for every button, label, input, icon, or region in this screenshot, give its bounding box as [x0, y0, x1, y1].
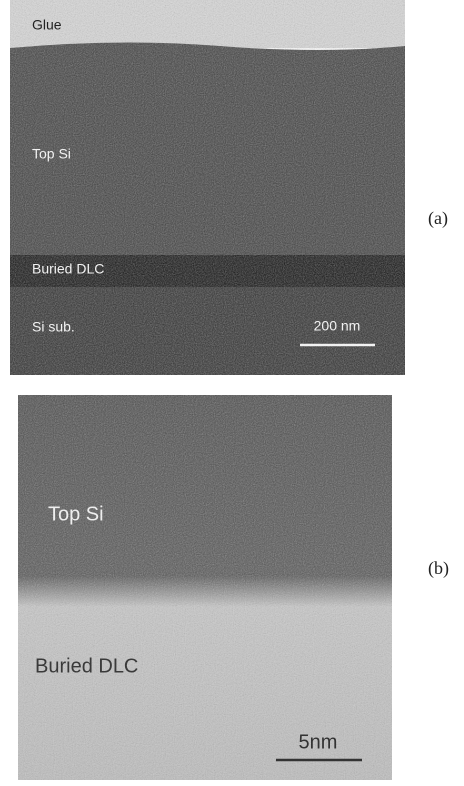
noise — [18, 395, 392, 780]
layer-label: Top Si — [32, 146, 71, 162]
layer-label: Buried DLC — [35, 655, 138, 677]
layer-label: Buried DLC — [32, 261, 104, 277]
scale-bar-label: 5nm — [299, 731, 338, 753]
layer-label: Si sub. — [32, 319, 75, 335]
panel-label: (b) — [428, 558, 449, 579]
layer-label: Glue — [32, 17, 62, 33]
panel-a: Glue Top Si Buried DLC Si sub. 200 nm — [10, 0, 405, 375]
layer-label: Top Si — [48, 503, 104, 525]
figure: Glue Top Si Buried DLC Si sub. 200 nm (a… — [0, 0, 464, 786]
scale-bar-label: 200 nm — [314, 318, 361, 334]
panel-label: (a) — [428, 208, 448, 229]
panel-b: Top Si Buried DLC 5nm — [18, 395, 392, 780]
